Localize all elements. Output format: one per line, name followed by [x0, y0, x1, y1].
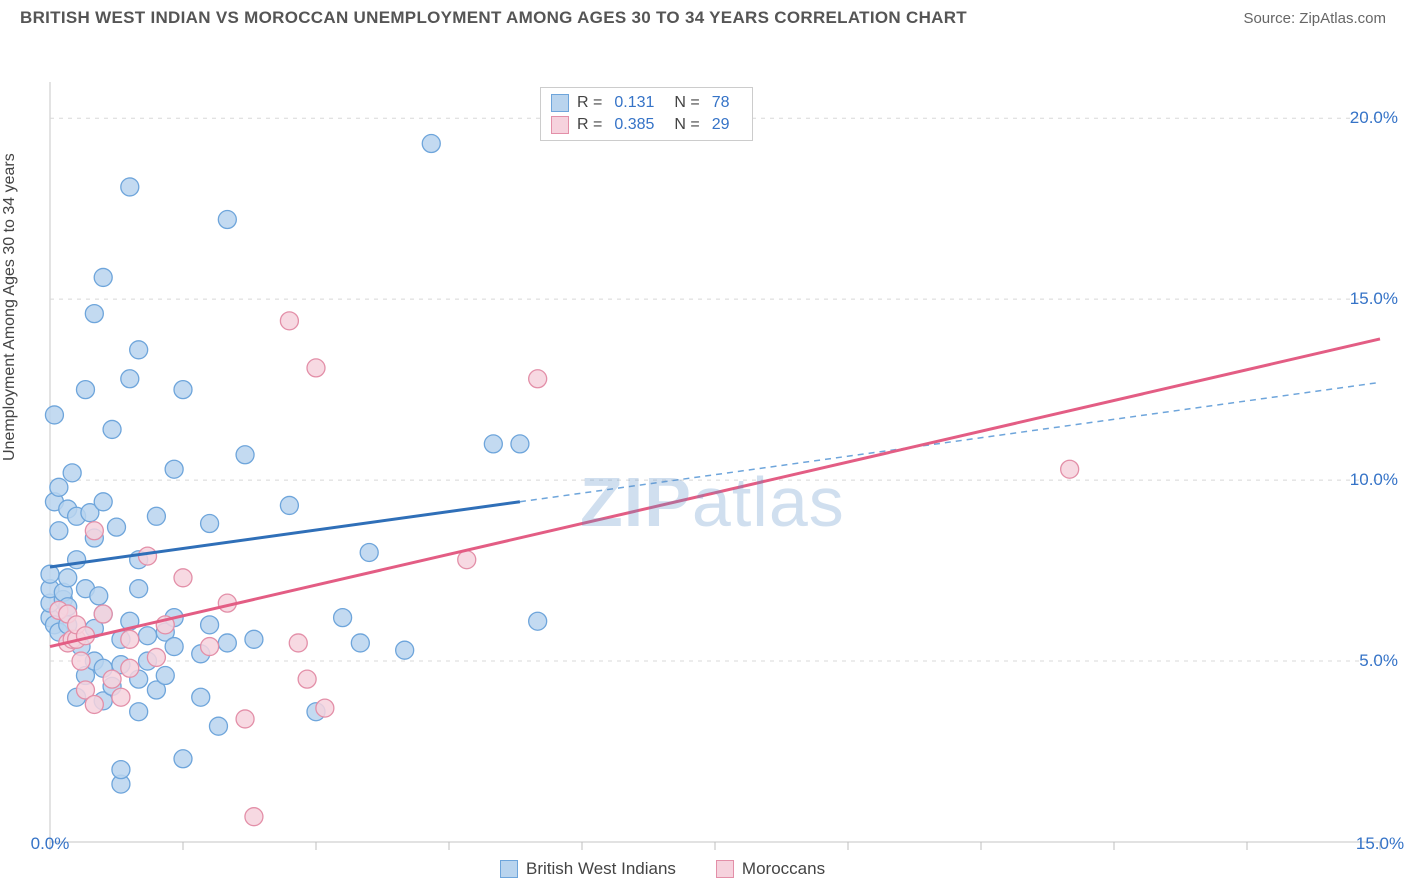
y-tick-label: 5.0%	[1359, 651, 1398, 671]
legend-swatch-bwi	[551, 94, 569, 112]
y-tick-label: 15.0%	[1350, 289, 1398, 309]
legend-item-bwi: British West Indians	[500, 859, 676, 879]
legend-row-moroccan: R = 0.385 N = 29	[551, 114, 742, 136]
x-tick-label: 15.0%	[1356, 834, 1404, 854]
source-attribution: Source: ZipAtlas.com	[1243, 10, 1386, 27]
legend-swatch-bwi-icon	[500, 860, 518, 878]
series-legend: British West Indians Moroccans	[500, 859, 825, 879]
legend-item-moroccan: Moroccans	[716, 859, 825, 879]
chart-container: Unemployment Among Ages 30 to 34 years Z…	[0, 32, 1406, 882]
scatter-chart	[0, 32, 1406, 882]
y-axis-label: Unemployment Among Ages 30 to 34 years	[1, 153, 19, 461]
chart-header: BRITISH WEST INDIAN VS MOROCCAN UNEMPLOY…	[0, 0, 1406, 32]
correlation-legend: R = 0.131 N = 78 R = 0.385 N = 29	[540, 87, 753, 141]
x-tick-label: 0.0%	[31, 834, 70, 854]
chart-title: BRITISH WEST INDIAN VS MOROCCAN UNEMPLOY…	[20, 8, 967, 28]
legend-row-bwi: R = 0.131 N = 78	[551, 92, 742, 114]
legend-swatch-moroccan	[551, 116, 569, 134]
y-tick-label: 10.0%	[1350, 470, 1398, 490]
legend-swatch-moroccan-icon	[716, 860, 734, 878]
y-tick-label: 20.0%	[1350, 108, 1398, 128]
